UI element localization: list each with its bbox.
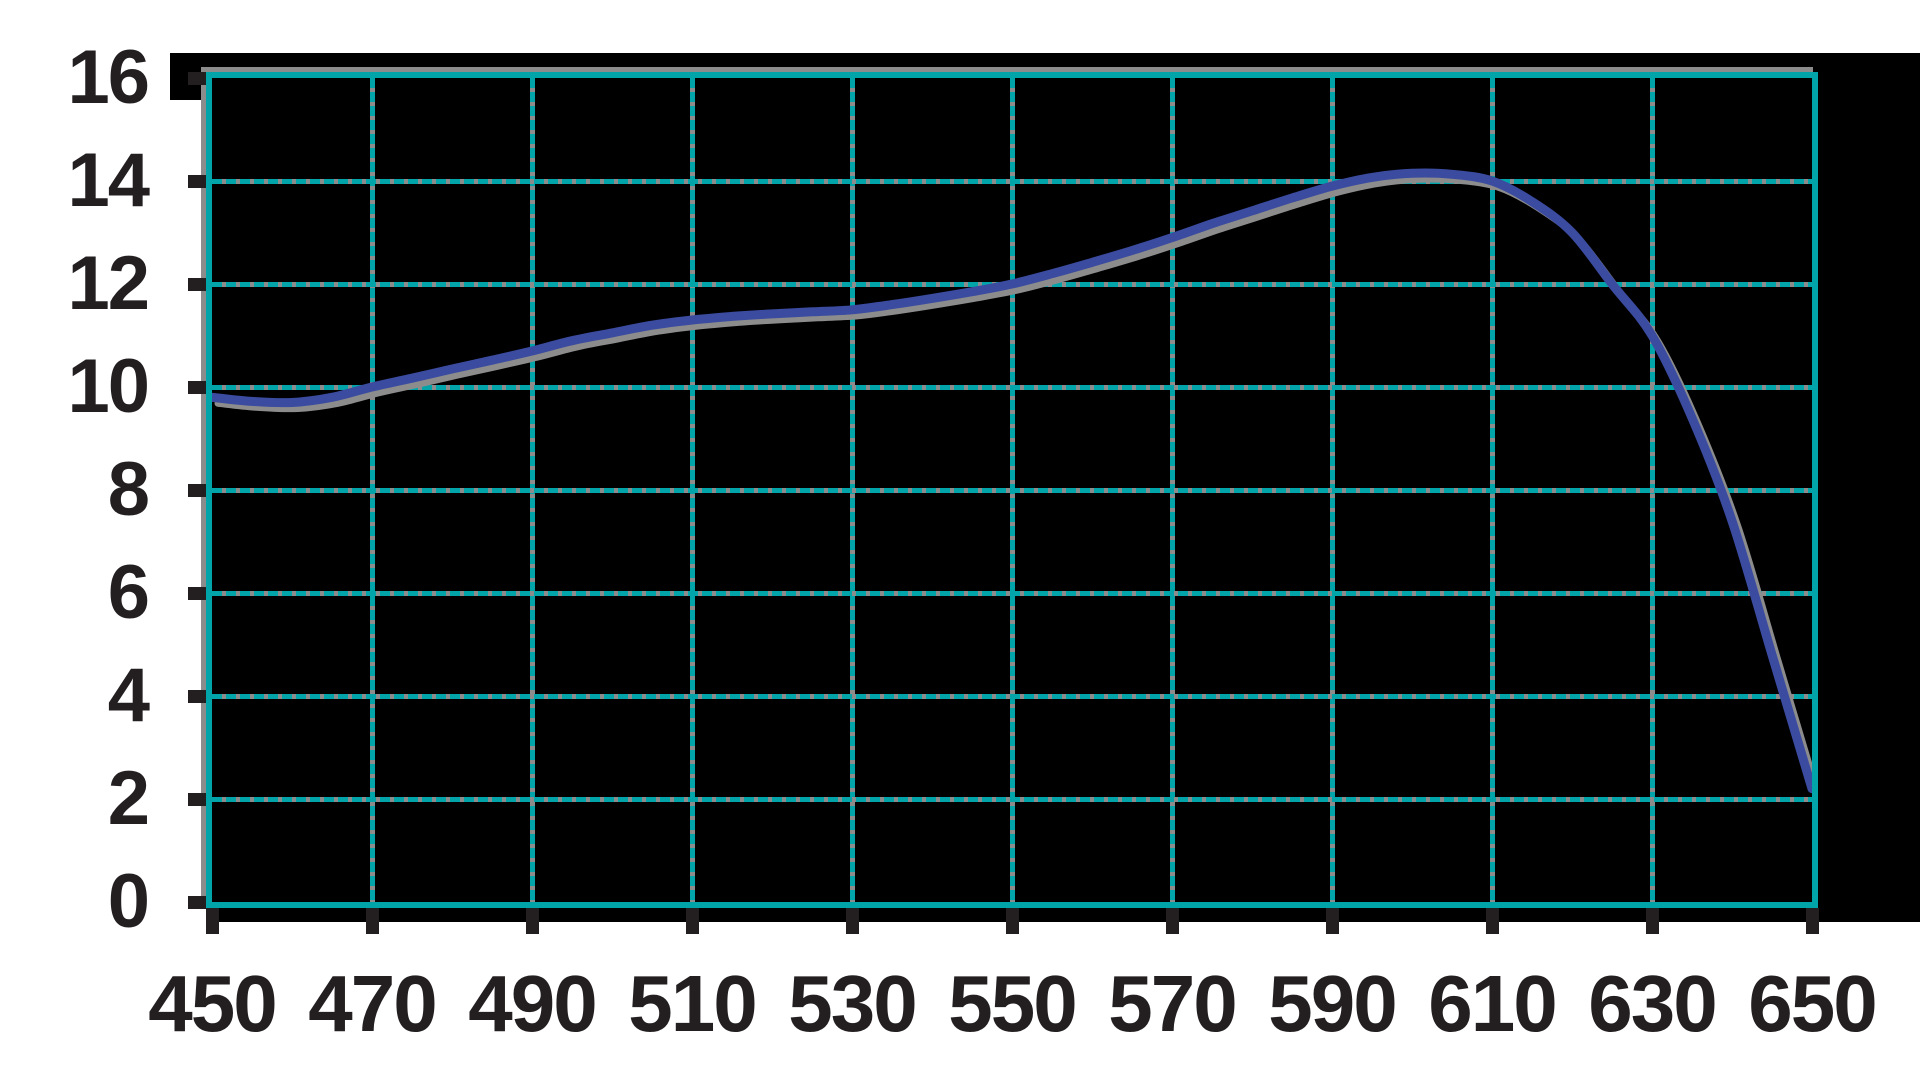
- gridline-horizontal: [212, 179, 1812, 184]
- y-axis-tick: [188, 793, 206, 806]
- x-axis-tick: [1326, 908, 1339, 934]
- plot-backdrop-right: [1813, 53, 1920, 922]
- x-axis-tick: [206, 908, 219, 934]
- x-axis-tick: [1646, 908, 1659, 934]
- curve-shadow: [214, 175, 1812, 787]
- x-axis-tick: [1806, 908, 1819, 934]
- y-tick-label: 10: [67, 344, 150, 429]
- x-axis-tick: [366, 908, 379, 934]
- x-axis-tick: [1486, 908, 1499, 934]
- grid-area: [212, 78, 1812, 902]
- x-tick-label: 550: [948, 959, 1077, 1048]
- x-axis-tick: [1006, 908, 1019, 934]
- y-tick-label: 2: [107, 756, 150, 841]
- x-tick-label: 610: [1428, 959, 1557, 1048]
- gridline-horizontal: [212, 488, 1812, 493]
- x-tick-label: 530: [788, 959, 917, 1048]
- gridline-horizontal: [212, 694, 1812, 699]
- y-axis-tick: [188, 278, 206, 291]
- curve-line: [212, 168, 1812, 794]
- x-tick-label: 630: [1588, 959, 1717, 1048]
- y-tick-label: 6: [107, 550, 150, 635]
- y-axis-tick: [188, 72, 206, 85]
- x-tick-label: 470: [308, 959, 437, 1048]
- y-tick-label: 12: [67, 241, 150, 326]
- y-tick-label: 4: [107, 653, 150, 738]
- x-tick-label: 510: [628, 959, 757, 1048]
- x-tick-label: 450: [148, 959, 277, 1048]
- y-axis-tick: [188, 896, 206, 909]
- x-axis-tick: [846, 908, 859, 934]
- x-tick-label: 490: [468, 959, 597, 1048]
- data-curve: [212, 168, 1812, 794]
- y-tick-label: 14: [67, 138, 150, 223]
- y-tick-label: 8: [107, 447, 150, 532]
- y-axis-tick: [188, 175, 206, 188]
- y-axis-tick: [188, 381, 206, 394]
- x-axis-tick: [686, 908, 699, 934]
- gridline-horizontal: [212, 797, 1812, 802]
- y-axis-tick: [188, 484, 206, 497]
- gridline-horizontal: [212, 385, 1812, 390]
- y-axis-tick: [188, 587, 206, 600]
- x-tick-label: 650: [1748, 959, 1877, 1048]
- y-axis-tick: [188, 690, 206, 703]
- x-axis-tick: [1166, 908, 1179, 934]
- x-axis-tick: [526, 908, 539, 934]
- x-tick-label: 570: [1108, 959, 1237, 1048]
- gridline-horizontal: [212, 591, 1812, 596]
- x-tick-label: 590: [1268, 959, 1397, 1048]
- plot-area: [206, 72, 1818, 908]
- y-tick-label: 0: [107, 859, 150, 944]
- y-tick-label: 16: [67, 35, 150, 120]
